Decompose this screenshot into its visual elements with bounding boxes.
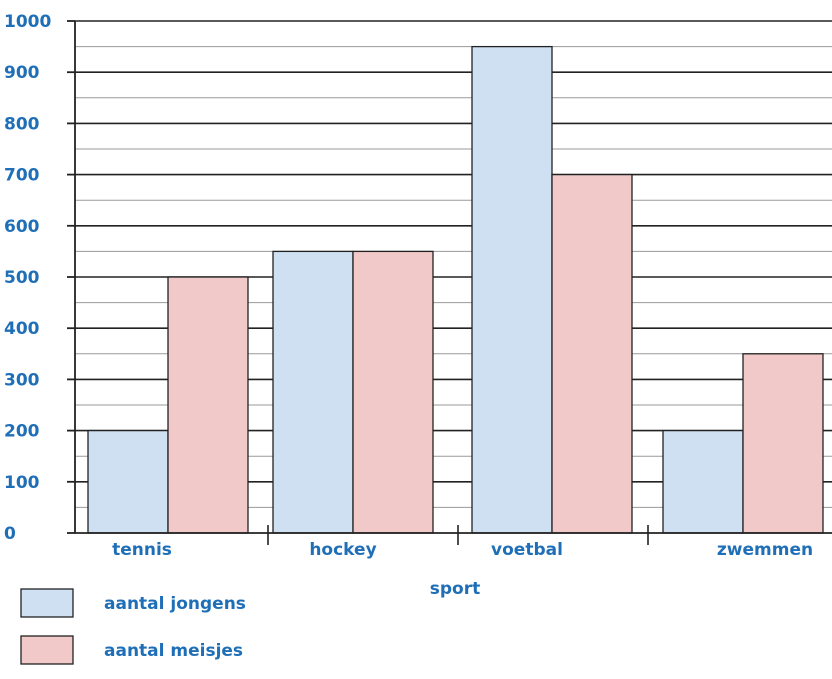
legend-swatch bbox=[20, 588, 74, 618]
bar-zwemmen-jongens bbox=[662, 429, 744, 534]
axes bbox=[67, 20, 832, 545]
y-tick-label: 900 bbox=[4, 63, 40, 83]
y-tick-label: 300 bbox=[4, 370, 40, 390]
legend-label: aantal jongens bbox=[104, 594, 246, 614]
y-tick-label: 0 bbox=[4, 524, 16, 544]
x-category-labels: tennis hockey voetbal zwemmen bbox=[112, 540, 813, 560]
bar-tennis-meisjes bbox=[167, 276, 249, 534]
bar-hockey-meisjes bbox=[352, 250, 434, 534]
y-tick-label: 1000 bbox=[4, 12, 51, 32]
bar-voetbal-jongens bbox=[471, 45, 553, 534]
y-tick-label: 200 bbox=[4, 422, 40, 442]
x-axis-title: sport bbox=[430, 579, 480, 599]
y-tick-label: 400 bbox=[4, 319, 40, 339]
x-category-label: zwemmen bbox=[717, 540, 813, 560]
bar-tennis-jongens bbox=[87, 429, 169, 534]
legend-swatch bbox=[20, 635, 74, 665]
y-tick-label: 600 bbox=[4, 217, 40, 237]
x-category-label: hockey bbox=[309, 540, 376, 560]
x-category-label: voetbal bbox=[491, 540, 563, 560]
x-category-label: tennis bbox=[112, 540, 172, 560]
legend: aantal jongens aantal meisjes bbox=[20, 588, 246, 665]
y-tick-labels: 0 100 200 300 400 500 600 700 800 900 1000 bbox=[4, 12, 51, 544]
y-tick-label: 500 bbox=[4, 268, 40, 288]
y-tick-label: 800 bbox=[4, 114, 40, 134]
bars bbox=[87, 45, 824, 534]
bar-hockey-jongens bbox=[272, 250, 354, 534]
bar-zwemmen-meisjes bbox=[742, 353, 824, 534]
bar-voetbal-meisjes bbox=[551, 173, 633, 534]
legend-label: aantal meisjes bbox=[104, 641, 243, 661]
y-tick-label: 100 bbox=[4, 473, 40, 493]
y-tick-label: 700 bbox=[4, 166, 40, 186]
